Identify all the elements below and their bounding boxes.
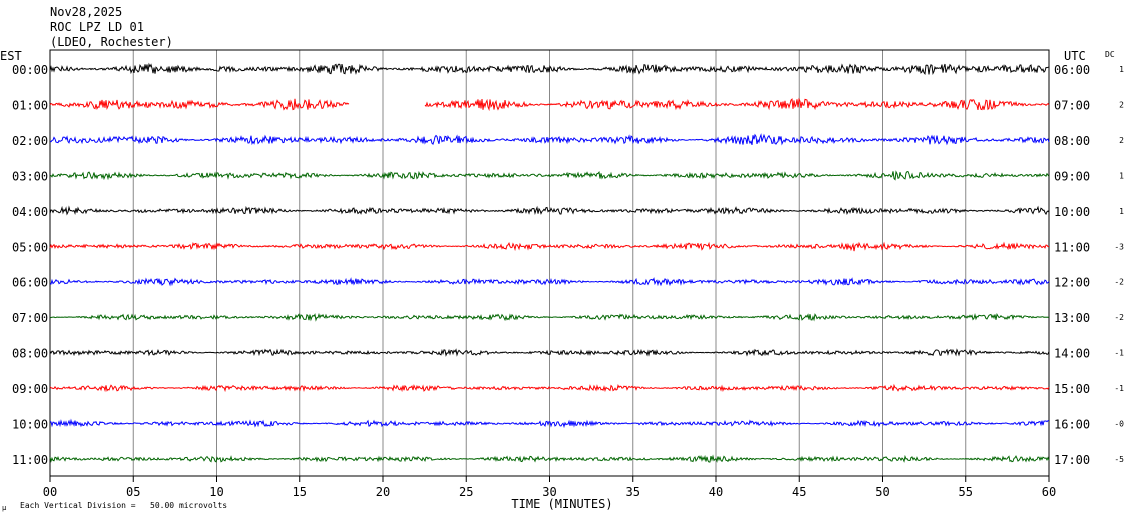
x-tick-label-00: 00 — [43, 485, 57, 499]
utc-label-0900: 09:00 — [1054, 169, 1090, 183]
est-label-0100: 01:00 — [12, 98, 48, 112]
est-label-0500: 05:00 — [12, 240, 48, 254]
x-tick-label-10: 10 — [209, 485, 223, 499]
utc-label-0800: 08:00 — [1054, 134, 1090, 148]
utc-label-1200: 12:00 — [1054, 276, 1090, 290]
est-label-0700: 07:00 — [12, 311, 48, 325]
dc-value-row-0800: -1 — [1114, 349, 1124, 358]
utc-label-1500: 15:00 — [1054, 382, 1090, 396]
est-label-0400: 04:00 — [12, 205, 48, 219]
utc-label-1400: 14:00 — [1054, 347, 1090, 361]
plot-network: (LDEO, Rochester) — [50, 35, 173, 49]
trace-row-0600 — [49, 277, 1050, 287]
dc-value-row-0500: -3 — [1114, 242, 1124, 251]
utc-label-0700: 07:00 — [1054, 98, 1090, 112]
trace-row-0200 — [49, 133, 1050, 146]
trace-row-0400 — [49, 205, 1050, 216]
utc-label-1300: 13:00 — [1054, 311, 1090, 325]
x-tick-label-35: 35 — [626, 485, 640, 499]
x-tick-label-30: 30 — [542, 485, 556, 499]
x-tick-label-60: 60 — [1042, 485, 1056, 499]
microvolt-symbol: µ — [2, 504, 7, 512]
est-label-0000: 00:00 — [12, 63, 48, 77]
utc-label-1700: 17:00 — [1054, 453, 1090, 467]
est-label-1100: 11:00 — [12, 453, 48, 467]
trace-row-0900 — [49, 383, 1050, 393]
plot-date: Nov28,2025 — [50, 5, 122, 19]
trace-row-1000 — [49, 418, 1050, 429]
x-tick-label-05: 05 — [126, 485, 140, 499]
x-tick-label-25: 25 — [459, 485, 473, 499]
utc-label-1100: 11:00 — [1054, 240, 1090, 254]
trace-row-0100 — [49, 97, 1050, 112]
dc-value-row-0000: 1 — [1119, 65, 1124, 74]
trace-row-1100 — [49, 454, 1050, 463]
dc-value-row-0400: 1 — [1119, 207, 1124, 216]
utc-label-1000: 10:00 — [1054, 205, 1090, 219]
row-labels: 00:00 06:00 1 01:00 07:00 2 02:00 08:00 2 03:00 09… — [12, 63, 1124, 467]
right-timezone-label: UTC — [1064, 49, 1086, 63]
trace-row-0700 — [49, 312, 1050, 322]
dc-value-row-0200: 2 — [1119, 136, 1124, 145]
x-tick-label-45: 45 — [792, 485, 806, 499]
x-tick-label-40: 40 — [709, 485, 723, 499]
dc-value-row-0900: -1 — [1114, 384, 1124, 393]
est-label-0800: 08:00 — [12, 347, 48, 361]
est-label-0200: 02:00 — [12, 134, 48, 148]
trace-row-0500 — [49, 241, 1050, 252]
vertical-division-note: Each Vertical Division = 50.00 microvolt… — [20, 501, 227, 510]
dc-value-row-0100: 2 — [1119, 100, 1124, 109]
x-tick-label-15: 15 — [293, 485, 307, 499]
x-tick-label-50: 50 — [875, 485, 889, 499]
plot-station: ROC LPZ LD 01 — [50, 20, 144, 34]
est-label-1000: 10:00 — [12, 418, 48, 432]
dc-value-row-1100: -5 — [1114, 455, 1124, 464]
utc-label-0600: 06:00 — [1054, 63, 1090, 77]
dc-value-row-0300: 1 — [1119, 171, 1124, 180]
vertical-gridlines — [132, 50, 967, 476]
x-tick-label-20: 20 — [376, 485, 390, 499]
utc-label-1600: 16:00 — [1054, 418, 1090, 432]
dc-header-label: DC — [1105, 50, 1115, 59]
trace-row-0000 — [49, 62, 1050, 76]
est-label-0600: 06:00 — [12, 276, 48, 290]
trace-row-0300 — [49, 170, 1050, 181]
x-tick-label-55: 55 — [959, 485, 973, 499]
est-label-0300: 03:00 — [12, 169, 48, 183]
x-axis-title: TIME (MINUTES) — [511, 497, 612, 511]
left-timezone-label: EST — [0, 49, 22, 63]
est-label-0900: 09:00 — [12, 382, 48, 396]
trace-row-0800 — [49, 348, 1050, 357]
x-axis-ticks: 00 05 10 15 20 25 30 35 40 45 50 55 60 — [43, 476, 1056, 499]
dc-value-row-0700: -2 — [1114, 313, 1124, 322]
trace-group — [49, 62, 1050, 463]
dc-value-row-0600: -2 — [1114, 278, 1124, 287]
dc-value-row-1000: -0 — [1114, 420, 1124, 429]
